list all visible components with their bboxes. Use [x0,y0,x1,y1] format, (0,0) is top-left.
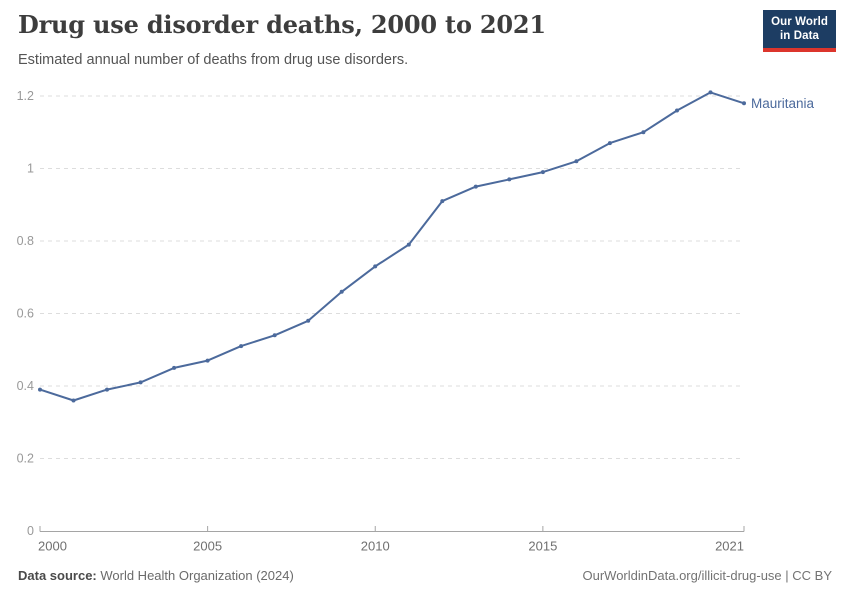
data-point-marker[interactable] [138,380,143,385]
page-title: Drug use disorder deaths, 2000 to 2021 [18,10,546,39]
x-axis-tick-label: 2005 [193,539,222,554]
y-axis-tick-label: 1 [27,162,34,176]
owid-logo-line1: Our World [771,16,828,28]
data-point-marker[interactable] [239,344,244,349]
data-source: Data source: World Health Organization (… [18,568,294,583]
data-point-marker[interactable] [540,170,545,175]
data-point-marker[interactable] [440,199,445,204]
data-point-marker[interactable] [675,108,679,113]
data-point-marker[interactable] [272,333,277,338]
data-point-marker[interactable] [205,358,210,363]
data-source-label: Data source: [18,568,97,583]
data-point-marker[interactable] [373,264,378,269]
data-point-marker[interactable] [507,177,512,182]
x-axis-tick-label: 2000 [38,539,67,554]
data-point-marker[interactable] [406,242,411,247]
footer-citation-link[interactable]: OurWorldinData.org/illicit-drug-use | CC… [582,568,833,583]
data-point-marker[interactable] [574,159,579,164]
y-axis-tick-label: 0.8 [17,234,34,248]
data-point-marker[interactable] [306,318,311,323]
data-point-marker[interactable] [708,90,713,95]
data-point-marker[interactable] [742,101,746,106]
data-point-marker[interactable] [105,387,109,392]
data-source-text: World Health Organization (2024) [96,568,294,583]
data-point-marker[interactable] [339,289,344,294]
chart-subtitle: Estimated annual number of deaths from d… [18,52,409,68]
x-axis-tick-label: 2021 [715,539,744,554]
y-axis-tick-label: 1.2 [17,89,34,103]
entity-label[interactable]: Mauritania [751,96,815,111]
data-point-marker[interactable] [172,365,177,370]
data-point-marker[interactable] [71,398,76,403]
y-axis-tick-label: 0.6 [17,307,34,321]
x-axis-tick-label: 2010 [361,539,390,554]
data-point-marker[interactable] [607,141,612,146]
x-axis-tick-label: 2015 [528,539,557,554]
data-point-marker[interactable] [473,184,478,189]
y-axis-tick-label: 0 [27,524,34,538]
data-point-marker[interactable] [38,387,42,392]
owid-logo-line2: in Data [780,30,820,43]
data-point-marker[interactable] [641,130,646,135]
y-axis-tick-label: 0.4 [17,379,34,393]
chart-footer: Data source: World Health Organization (… [18,568,832,583]
y-axis-tick-label: 0.2 [17,452,34,466]
owid-logo[interactable]: Our World in Data [763,10,836,52]
series-line[interactable] [39,91,745,402]
